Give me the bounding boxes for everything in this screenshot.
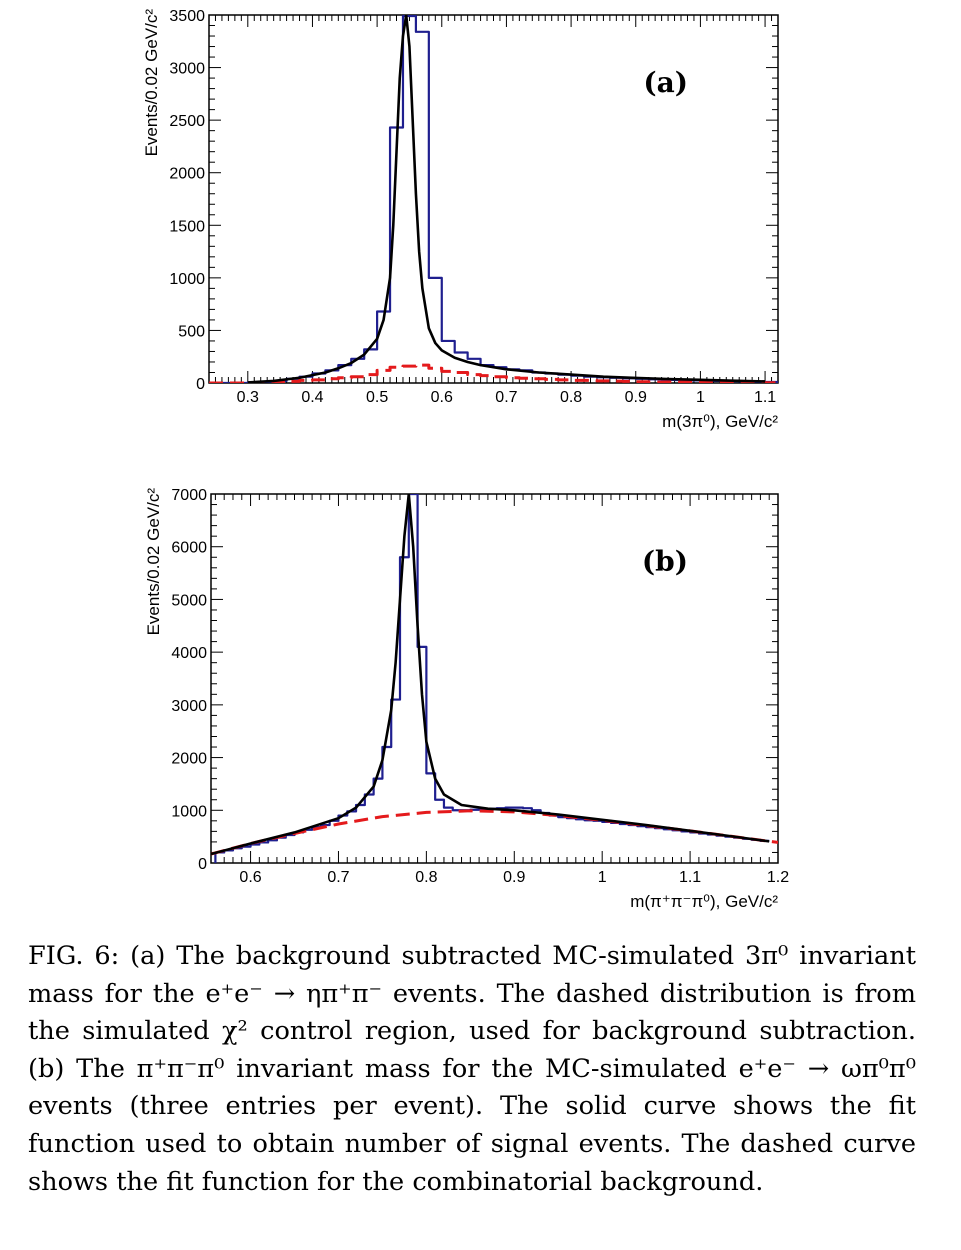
y-tick-label: 3000 [171,698,207,715]
y-tick-label: 1000 [171,803,207,820]
y-tick-label: 5000 [171,592,207,609]
y-tick-label: 4000 [171,645,207,662]
x-tick-label: 0.7 [495,389,517,406]
y-tick-label: 2000 [169,166,205,183]
y-tick-label: 2000 [171,751,207,768]
y-tick-label: 0 [196,376,205,393]
y-tick-label: 3500 [169,8,205,25]
series-fit [211,494,770,856]
chart-panel-a: 0.3 0.4 0.5 0.6 0.7 0.8 0.9 1 1.1 0 500 1000 1500 200… [142,8,779,431]
x-tick-label: 0.4 [301,389,323,406]
x-tick-label: 0.6 [431,389,453,406]
y-tick-label: 1000 [169,271,205,288]
x-tick-label: 1.1 [679,869,701,886]
x-axis-label: m(π⁺π⁻π⁰), GeV/c² [630,892,778,911]
x-tick-label: 0.9 [625,389,647,406]
panel-label: (b) [642,545,688,578]
plot-area [209,15,778,383]
y-tick-label: 500 [178,323,205,340]
series-control-region-distribution [209,363,778,383]
x-tick-label: 0.7 [327,869,349,886]
y-tick-label: 7000 [171,487,207,504]
plot-frame [208,14,779,384]
x-tick-label: 0.8 [415,869,437,886]
y-tick-label: 3000 [169,61,205,78]
x-tick-label: 1 [598,869,607,886]
y-axis-label: Events/0.02 GeV/c² [144,488,163,636]
plot-frame [210,493,779,864]
y-tick-label: 1500 [169,218,205,235]
x-tick-label: 1 [696,389,705,406]
x-tick-label: 0.8 [560,389,582,406]
x-axis-label: m(3π⁰), GeV/c² [662,412,778,431]
x-tick-label: 1.1 [754,389,776,406]
y-tick-label: 2500 [169,113,205,130]
y-tick-label: 6000 [171,540,207,557]
x-tick-label: 0.5 [366,389,388,406]
figure-caption: FIG. 6: (a) The background subtracted MC… [28,941,916,1197]
chart-panel-b: 0.6 0.7 0.8 0.9 1 1.1 1.2 0 1000 2000 3000 4000 5000… [144,487,789,911]
panel-label: (a) [643,66,688,99]
x-tick-label: 0.9 [503,869,525,886]
x-tick-label: 0.3 [237,389,259,406]
x-tick-label: 0.6 [239,869,261,886]
x-tick-label: 1.2 [767,869,789,886]
y-tick-label: 0 [198,856,207,873]
y-axis-label: Events/0.02 GeV/c² [142,9,161,157]
series-fit [247,15,766,383]
plot-area [211,494,778,863]
series-combinatorial-background-fit [211,809,778,856]
series-mc-histogram [209,15,778,383]
